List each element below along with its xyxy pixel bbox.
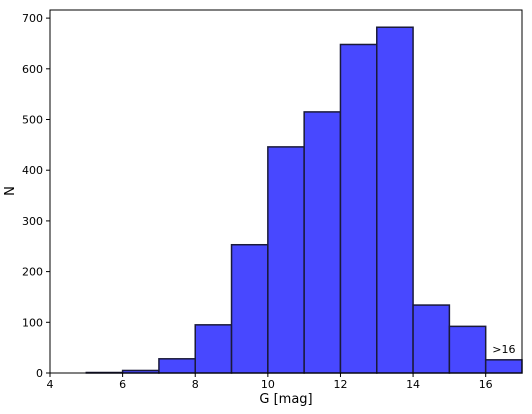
y-tick-label: 700 xyxy=(22,12,43,25)
bar xyxy=(448,325,487,374)
y-tick-label: 400 xyxy=(22,164,43,177)
bar xyxy=(303,111,342,374)
x-tick-label: 16 xyxy=(479,378,493,391)
y-axis-label: N xyxy=(3,186,18,196)
y-tick-label: 200 xyxy=(22,266,43,279)
x-tick-label: 10 xyxy=(261,378,275,391)
y-tick-label: 300 xyxy=(22,215,43,228)
x-tick-label: 14 xyxy=(406,378,420,391)
bar xyxy=(194,324,233,374)
y-tick-label: 0 xyxy=(36,367,43,380)
y-tick-label: 100 xyxy=(22,316,43,329)
bar xyxy=(376,26,414,374)
x-tick-label: 12 xyxy=(333,378,347,391)
x-tick-label: 6 xyxy=(119,378,126,391)
plot-frame xyxy=(49,9,523,374)
x-tick-label: 8 xyxy=(192,378,199,391)
y-tick-label: 600 xyxy=(22,63,43,76)
annotation: >16 xyxy=(492,343,515,356)
y-tick-label: 500 xyxy=(22,114,43,127)
bar xyxy=(267,146,305,374)
bar xyxy=(158,358,196,374)
bar xyxy=(484,359,523,374)
x-tick-label: 4 xyxy=(47,378,54,391)
x-axis-label: G [mag] xyxy=(259,392,312,407)
bar xyxy=(412,304,451,374)
bar xyxy=(230,243,269,374)
bar xyxy=(339,43,378,374)
